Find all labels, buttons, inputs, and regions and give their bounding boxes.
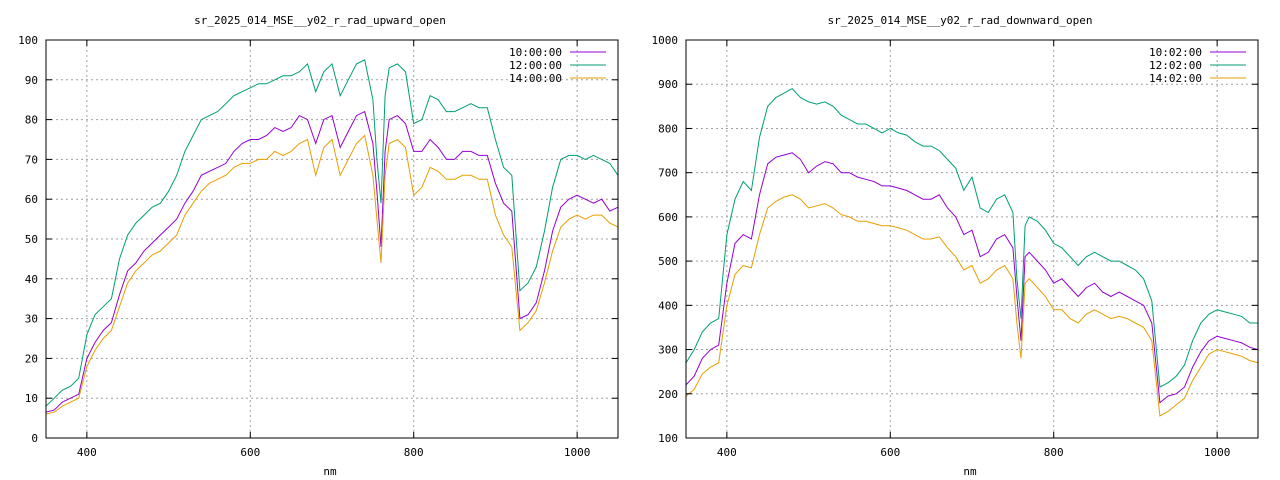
y-tick-label: 50 <box>25 233 38 246</box>
x-axis-label: nm <box>963 465 977 478</box>
y-tick-label: 0 <box>31 432 38 445</box>
y-tick-label: 700 <box>658 167 678 180</box>
x-tick-label: 800 <box>1044 446 1064 459</box>
y-tick-label: 500 <box>658 255 678 268</box>
y-tick-label: 90 <box>25 74 38 87</box>
chart-upward: sr_2025_014_MSE__y02_r_rad_upward_open 0 1… <box>18 14 619 478</box>
chart-panel-upward: sr_2025_014_MSE__y02_r_rad_upward_open 0 1… <box>18 14 619 478</box>
y-tick-label: 800 <box>658 122 678 135</box>
series-line-0 <box>686 152 1258 404</box>
y-tick-label: 60 <box>25 193 38 206</box>
y-tick-label: 200 <box>658 388 678 401</box>
y-tick-label: 20 <box>25 352 38 365</box>
chart-downward: sr_2025_014_MSE__y02_r_rad_downward_open… <box>652 14 1259 478</box>
y-tick-label: 100 <box>18 34 38 47</box>
series-line-1 <box>686 87 1258 388</box>
y-tick-label: 40 <box>25 273 38 286</box>
y-tick-label: 30 <box>25 313 38 326</box>
x-tick-label: 400 <box>77 446 97 459</box>
legend-label: 12:02:00 <box>1149 59 1202 72</box>
x-tick-label: 1000 <box>1204 446 1231 459</box>
y-tick-label: 100 <box>658 432 678 445</box>
y-tick-label: 80 <box>25 114 38 127</box>
legend-label: 10:00:00 <box>509 46 562 59</box>
series-line-2 <box>46 134 618 415</box>
y-tick-label: 300 <box>658 344 678 357</box>
x-tick-label: 400 <box>717 446 737 459</box>
x-tick-label: 800 <box>404 446 424 459</box>
y-tick-label: 900 <box>658 78 678 91</box>
y-tick-label: 10 <box>25 392 38 405</box>
series-line-2 <box>686 194 1258 417</box>
legend-label: 12:00:00 <box>509 59 562 72</box>
chart-title: sr_2025_014_MSE__y02_r_rad_upward_open <box>194 14 446 27</box>
series-line-0 <box>46 110 618 413</box>
x-tick-label: 600 <box>240 446 260 459</box>
x-tick-label: 600 <box>880 446 900 459</box>
legend-label: 14:02:00 <box>1149 72 1202 85</box>
y-tick-label: 1000 <box>652 34 679 47</box>
y-tick-label: 600 <box>658 211 678 224</box>
y-tick-label: 70 <box>25 153 38 166</box>
legend-label: 14:00:00 <box>509 72 562 85</box>
x-axis-label: nm <box>323 465 337 478</box>
x-tick-label: 1000 <box>564 446 591 459</box>
chart-title: sr_2025_014_MSE__y02_r_rad_downward_open <box>828 14 1093 27</box>
y-tick-label: 400 <box>658 299 678 312</box>
series-line-1 <box>46 59 618 407</box>
plot-frame <box>685 39 1259 439</box>
legend-label: 10:02:00 <box>1149 46 1202 59</box>
chart-panel-downward: sr_2025_014_MSE__y02_r_rad_downward_open… <box>640 0 1280 480</box>
